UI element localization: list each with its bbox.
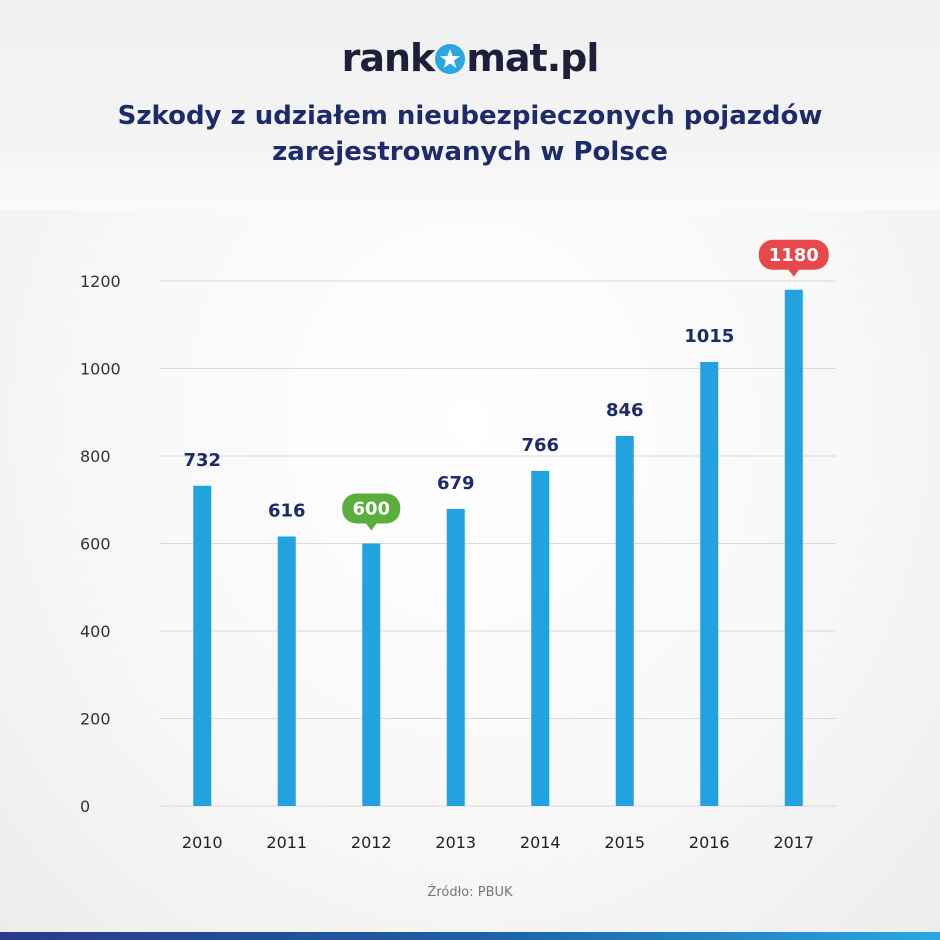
y-tick-label: 600 [80, 535, 111, 554]
logo-text-part2: mat.pl [466, 36, 599, 80]
data-label: 732 [183, 450, 221, 471]
y-tick-label: 800 [80, 447, 111, 466]
chart-title: Szkody z udziałem nieubezpieczonych poja… [0, 98, 940, 170]
x-tick-label: 2014 [520, 833, 561, 852]
bar [531, 470, 550, 806]
bar [615, 435, 634, 806]
data-label: 1015 [684, 326, 734, 347]
x-tick-label: 2013 [435, 833, 476, 852]
y-tick-label: 0 [80, 797, 90, 816]
bar [277, 536, 296, 806]
data-label-pointer [787, 268, 800, 277]
data-label: 1180 [769, 245, 819, 266]
bar [362, 543, 381, 806]
data-label: 846 [606, 400, 644, 421]
bar [193, 485, 212, 806]
footer-bar [0, 932, 940, 940]
data-label: 766 [521, 435, 559, 456]
data-label-pointer [365, 522, 378, 531]
source-note: Źródło: PBUK [427, 885, 513, 900]
bar-chart: 0 200 400 600 800 1000 1200 2010 732 2011 616 2012 6… [80, 239, 836, 852]
x-tick-label: 2011 [266, 833, 307, 852]
bar [446, 508, 465, 806]
x-tick-label: 2017 [773, 833, 814, 852]
bar [700, 361, 719, 806]
y-tick-label: 1200 [80, 272, 121, 291]
x-tick-label: 2015 [604, 833, 645, 852]
star-icon [435, 44, 466, 74]
bar [784, 289, 803, 806]
data-label: 679 [437, 473, 475, 494]
chart-title-line1: Szkody z udziałem nieubezpieczonych poja… [117, 101, 823, 131]
data-label-bubble [758, 239, 829, 270]
x-tick-label: 2016 [689, 833, 730, 852]
data-label: 600 [352, 499, 390, 520]
y-tick-label: 400 [80, 622, 111, 641]
logo: rank mat.pl [0, 36, 940, 80]
chart-title-line2: zarejestrowanych w Polsce [272, 137, 668, 167]
logo-text-part1: rank [341, 36, 436, 80]
y-tick-label: 1000 [80, 360, 121, 379]
header-band [0, 0, 940, 210]
x-tick-label: 2010 [182, 833, 223, 852]
x-tick-label: 2012 [351, 833, 392, 852]
y-tick-label: 200 [80, 710, 111, 729]
data-label: 616 [268, 501, 306, 522]
data-label-bubble [342, 493, 401, 524]
